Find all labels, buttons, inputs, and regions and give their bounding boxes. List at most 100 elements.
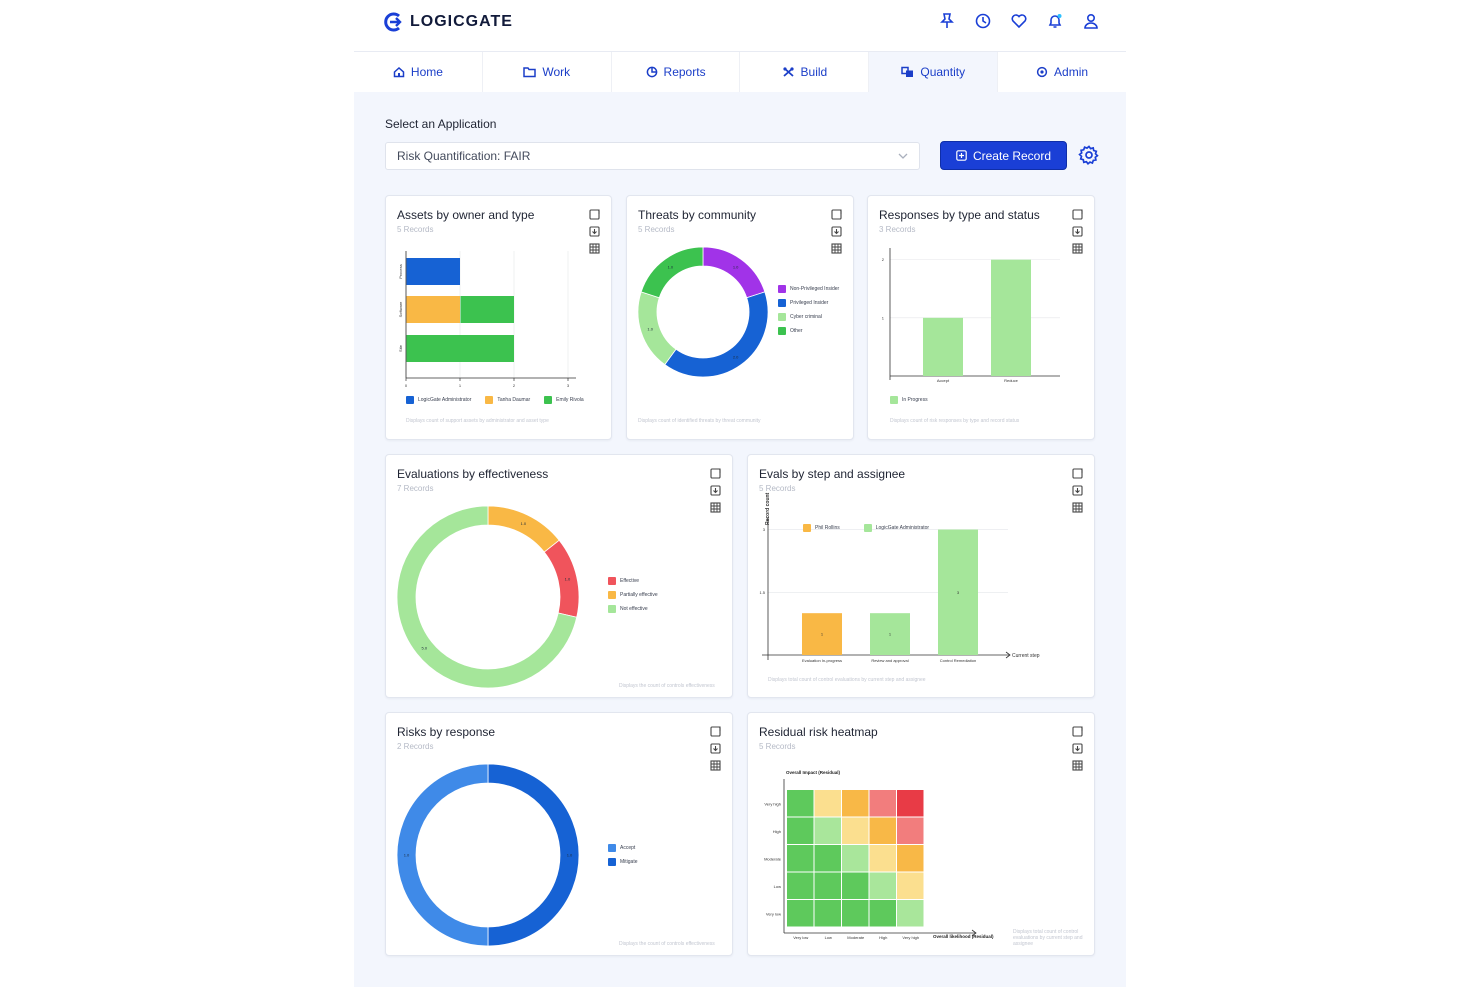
tab-admin[interactable]: Admin — [998, 52, 1126, 92]
category-label: Review and approval — [871, 658, 908, 663]
donut-slice[interactable] — [396, 763, 489, 947]
settings-gear-icon[interactable] — [1078, 144, 1100, 166]
donut-slice[interactable] — [640, 246, 704, 299]
legend-item: Cyber criminal — [778, 313, 839, 321]
download-icon[interactable] — [710, 743, 721, 754]
bar[interactable] — [406, 296, 461, 323]
app-shell: LOGICGATE Home Work Reports Build — [354, 0, 1126, 987]
legend-label: Non-Privileged Insider — [790, 286, 840, 292]
heatmap-cell[interactable] — [869, 872, 897, 900]
donut-slice[interactable] — [487, 505, 560, 553]
expand-icon[interactable] — [710, 726, 721, 737]
tab-home[interactable]: Home — [354, 52, 483, 92]
heatmap-cell[interactable] — [842, 900, 869, 927]
bar[interactable] — [406, 258, 461, 285]
donut-slice[interactable] — [543, 539, 580, 618]
heatmap-cell[interactable] — [897, 817, 924, 845]
heatmap-cell[interactable] — [787, 790, 814, 817]
user-icon[interactable] — [1082, 12, 1100, 30]
bar[interactable] — [870, 613, 910, 655]
bar[interactable] — [991, 259, 1031, 376]
heatmap-cell[interactable] — [842, 790, 869, 817]
donut-slice[interactable] — [396, 505, 578, 689]
download-icon[interactable] — [1072, 485, 1083, 496]
table-view-icon[interactable] — [1072, 243, 1083, 254]
heatmap-cell[interactable] — [869, 845, 897, 872]
category-label: Evaluation In-progress — [802, 658, 842, 663]
bar[interactable] — [460, 296, 515, 323]
heatmap-cell[interactable] — [842, 817, 869, 845]
table-view-icon[interactable] — [831, 243, 842, 254]
donut-slice[interactable] — [702, 246, 766, 299]
heatmap-cell[interactable] — [814, 817, 842, 845]
heatmap-cell[interactable] — [897, 900, 924, 927]
download-icon[interactable] — [589, 226, 600, 237]
expand-icon[interactable] — [831, 209, 842, 220]
pin-icon[interactable] — [938, 12, 956, 30]
table-view-icon[interactable] — [710, 760, 721, 771]
download-icon[interactable] — [710, 485, 721, 496]
row-label: Very low — [766, 911, 781, 916]
expand-icon[interactable] — [1072, 726, 1083, 737]
donut-slice[interactable] — [637, 291, 677, 366]
download-icon[interactable] — [831, 226, 842, 237]
heatmap-cell[interactable] — [787, 872, 814, 900]
download-icon[interactable] — [1072, 743, 1083, 754]
x-axis-title: Current step — [1012, 653, 1040, 659]
brand-name: LOGICGATE — [410, 13, 513, 30]
create-record-button[interactable]: Create Record — [940, 141, 1067, 170]
expand-icon[interactable] — [710, 468, 721, 479]
expand-icon[interactable] — [1072, 468, 1083, 479]
heatmap-cell[interactable] — [869, 900, 897, 927]
data-label: 3 — [957, 590, 960, 595]
legend-item: Other — [778, 327, 839, 335]
table-view-icon[interactable] — [1072, 502, 1083, 513]
card-title: Residual risk heatmap — [759, 725, 878, 739]
bar[interactable] — [802, 613, 842, 655]
threats-donut-chart: 1.0 2.0 1.0 1.0 — [637, 246, 769, 378]
heatmap-cell[interactable] — [814, 872, 842, 900]
donut-slice[interactable] — [664, 291, 769, 378]
heatmap-cell[interactable] — [897, 872, 924, 900]
bar[interactable] — [406, 335, 515, 362]
table-view-icon[interactable] — [589, 243, 600, 254]
brand-logo[interactable]: LOGICGATE — [384, 12, 513, 32]
tab-build[interactable]: Build — [740, 52, 870, 92]
heatmap-cell[interactable] — [814, 900, 842, 927]
history-icon[interactable] — [974, 12, 992, 30]
heatmap-cell[interactable] — [897, 790, 924, 817]
heatmap-cell[interactable] — [814, 845, 842, 872]
expand-icon[interactable] — [589, 209, 600, 220]
donut-slice[interactable] — [487, 763, 580, 947]
tab-work[interactable]: Work — [483, 52, 612, 92]
heatmap-cell[interactable] — [842, 872, 869, 900]
application-select[interactable]: Risk Quantification: FAIR — [385, 142, 920, 170]
card-record-count: 5 Records — [759, 484, 796, 493]
card-title: Assets by owner and type — [397, 208, 535, 222]
data-label: 1.0 — [521, 521, 527, 526]
heatmap-cell[interactable] — [842, 845, 869, 872]
bar[interactable] — [923, 317, 963, 376]
heatmap-cell[interactable] — [787, 817, 814, 845]
heart-icon[interactable] — [1010, 12, 1028, 30]
card-tools — [710, 468, 721, 513]
download-icon[interactable] — [1072, 226, 1083, 237]
admin-gear-icon — [1036, 66, 1048, 78]
bar[interactable] — [938, 529, 978, 655]
expand-icon[interactable] — [1072, 209, 1083, 220]
heatmap-cell[interactable] — [869, 790, 897, 817]
y-tick-label: 3 — [763, 527, 766, 532]
table-view-icon[interactable] — [1072, 760, 1083, 771]
heatmap-cell[interactable] — [787, 845, 814, 872]
card-footnote: Displays the count of controls effective… — [619, 941, 715, 947]
heatmap-cell[interactable] — [787, 900, 814, 927]
tab-reports[interactable]: Reports — [612, 52, 741, 92]
bell-icon[interactable] — [1046, 12, 1064, 30]
row-label: Low — [774, 884, 781, 889]
table-view-icon[interactable] — [710, 502, 721, 513]
heatmap-cell[interactable] — [897, 845, 924, 872]
heatmap-cell[interactable] — [814, 790, 842, 817]
legend-item: Non-Privileged Insider — [778, 285, 839, 293]
tab-quantity[interactable]: Quantity — [869, 52, 999, 92]
heatmap-cell[interactable] — [869, 817, 897, 845]
